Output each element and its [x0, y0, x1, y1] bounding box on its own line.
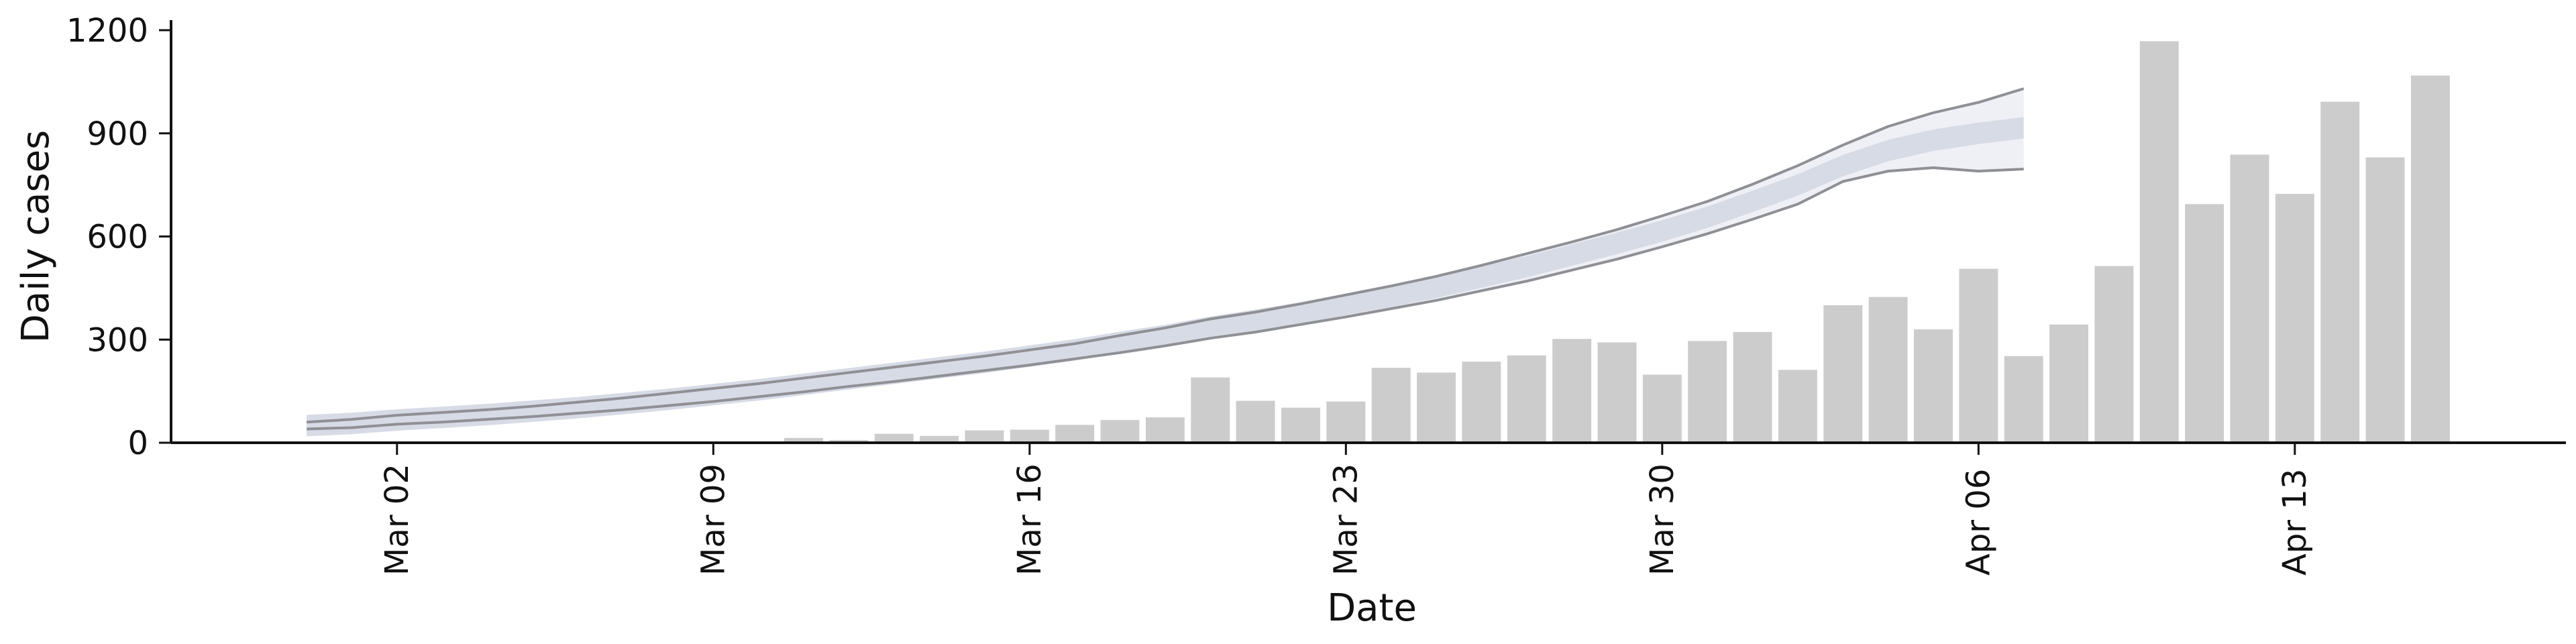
bar-2020-03-17 [1055, 425, 1095, 443]
bar-2020-03-31 [1688, 341, 1727, 443]
y-ticks: 0 300 600 900 1200 [66, 12, 171, 462]
y-tick-label-1200: 1200 [66, 12, 148, 50]
forecast-upper-line [306, 87, 2025, 424]
bar-2020-04-01 [1733, 331, 1772, 443]
x-tick-label-2020-03-30: Mar 30 [1644, 464, 1681, 576]
x-tick-label-2020-04-06: Apr 06 [1960, 469, 1997, 576]
y-tick-label-900: 900 [87, 115, 148, 153]
y-axis: 0 300 600 900 1200 Daily cases [14, 12, 172, 462]
bar-2020-03-23 [1326, 401, 1366, 443]
y-tick-label-0: 0 [127, 425, 148, 462]
y-tick-label-300: 300 [87, 321, 148, 359]
bar-2020-03-19 [1145, 417, 1185, 443]
x-axis-title: Date [1327, 586, 1417, 630]
plot-area [306, 41, 2450, 443]
bar-2020-03-18 [1100, 420, 1140, 443]
bar-2020-03-20 [1191, 377, 1230, 443]
bar-2020-03-15 [965, 430, 1004, 443]
x-tick-label-2020-03-09: Mar 09 [694, 464, 732, 576]
x-tick-label-2020-03-16: Mar 16 [1011, 464, 1049, 576]
x-tick-label-2020-03-02: Mar 02 [378, 464, 416, 576]
bar-2020-04-10 [2139, 41, 2179, 443]
bar-2020-03-24 [1371, 368, 1411, 443]
bar-2020-03-28 [1552, 339, 1592, 443]
bar-2020-04-09 [2094, 266, 2134, 443]
forecast-lower-line [307, 166, 2024, 431]
bar-2020-03-25 [1417, 372, 1456, 443]
bar-2020-04-04 [1868, 297, 1908, 443]
bar-2020-03-21 [1236, 400, 1275, 443]
x-ticks: Mar 02 Mar 09 Mar 16 Mar 23 Mar 30 Apr 06 Apr … [378, 443, 2314, 576]
bar-2020-04-02 [1778, 370, 1817, 443]
bar-2020-04-05 [1914, 329, 1953, 443]
bar-2020-04-15 [2365, 157, 2405, 443]
forecast-band-series [306, 87, 2025, 437]
bar-2020-03-29 [1597, 342, 1637, 443]
y-axis-title: Daily cases [14, 130, 58, 343]
y-tick-label-600: 600 [87, 219, 148, 256]
bar-2020-03-16 [1010, 429, 1049, 443]
bar-2020-03-12 [829, 439, 869, 443]
bar-2020-03-11 [784, 437, 823, 443]
bar-2020-03-27 [1507, 355, 1546, 443]
bar-2020-03-26 [1462, 362, 1501, 443]
bar-2020-04-06 [1959, 268, 1998, 443]
x-tick-label-2020-04-13: Apr 13 [2276, 469, 2314, 576]
bar-2020-04-12 [2230, 154, 2269, 443]
bar-2020-04-13 [2275, 193, 2314, 443]
bar-2020-03-22 [1281, 407, 1320, 443]
bar-2020-03-13 [874, 433, 914, 443]
bar-2020-03-14 [920, 435, 959, 443]
bar-2020-03-30 [1642, 374, 1682, 443]
bar-2020-04-16 [2410, 75, 2450, 443]
x-tick-label-2020-03-23: Mar 23 [1327, 464, 1364, 576]
bar-2020-04-14 [2320, 101, 2360, 443]
bar-2020-04-08 [2049, 324, 2089, 443]
bar-series [513, 41, 2450, 443]
x-axis: Mar 02 Mar 09 Mar 16 Mar 23 Mar 30 Apr 06 Apr … [171, 441, 2566, 630]
bar-2020-04-11 [2185, 204, 2224, 443]
bar-2020-04-03 [1823, 305, 1863, 443]
bar-2020-04-07 [2004, 356, 2043, 443]
